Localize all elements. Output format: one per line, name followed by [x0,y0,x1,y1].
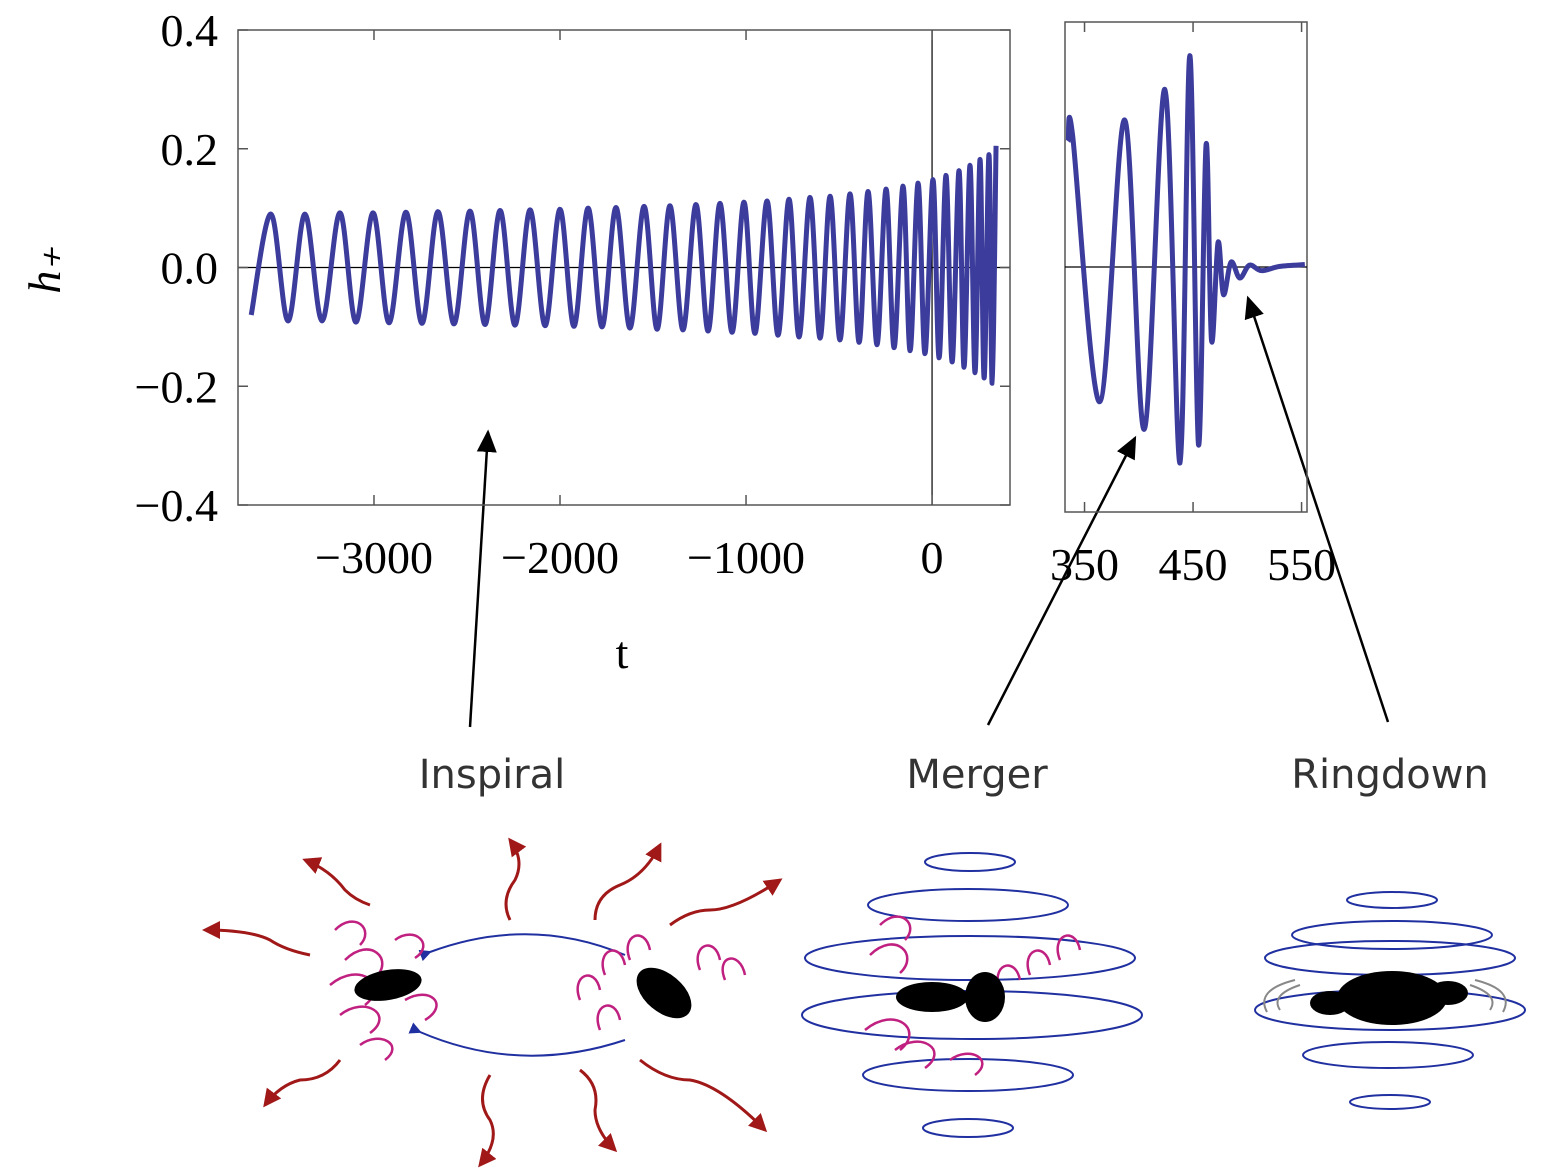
y-tick-label: 0.0 [161,243,219,294]
y-tick-label: −0.2 [135,361,218,412]
pointer-arrow [1244,295,1390,723]
phase-label: Inspiral [419,752,566,798]
x-axis-label: t [616,627,629,678]
y-tick-label: 0.4 [161,5,219,56]
x-tick-label: 0 [921,532,944,583]
pointer-arrow [468,429,497,728]
ringdown-illustration [1254,891,1526,1110]
y-axis-label: h₊ [19,246,70,293]
y-tick-label: −0.4 [135,480,218,531]
inspiral-illustration [202,837,783,1168]
y-tick-label: 0.2 [161,124,219,175]
phase-label: Merger [906,752,1048,798]
x-tick-label: 550 [1267,539,1336,590]
x-tick-label: 350 [1050,539,1119,590]
waveform [1065,53,1306,466]
phase-label: Ringdown [1291,752,1489,798]
x-tick-label: −2000 [501,532,619,583]
waveform [248,145,999,386]
x-tick-label: −1000 [687,532,805,583]
merger-illustration [801,852,1143,1138]
x-tick-label: 450 [1159,539,1228,590]
x-tick-label: −3000 [315,532,433,583]
pointer-arrow [986,435,1137,726]
